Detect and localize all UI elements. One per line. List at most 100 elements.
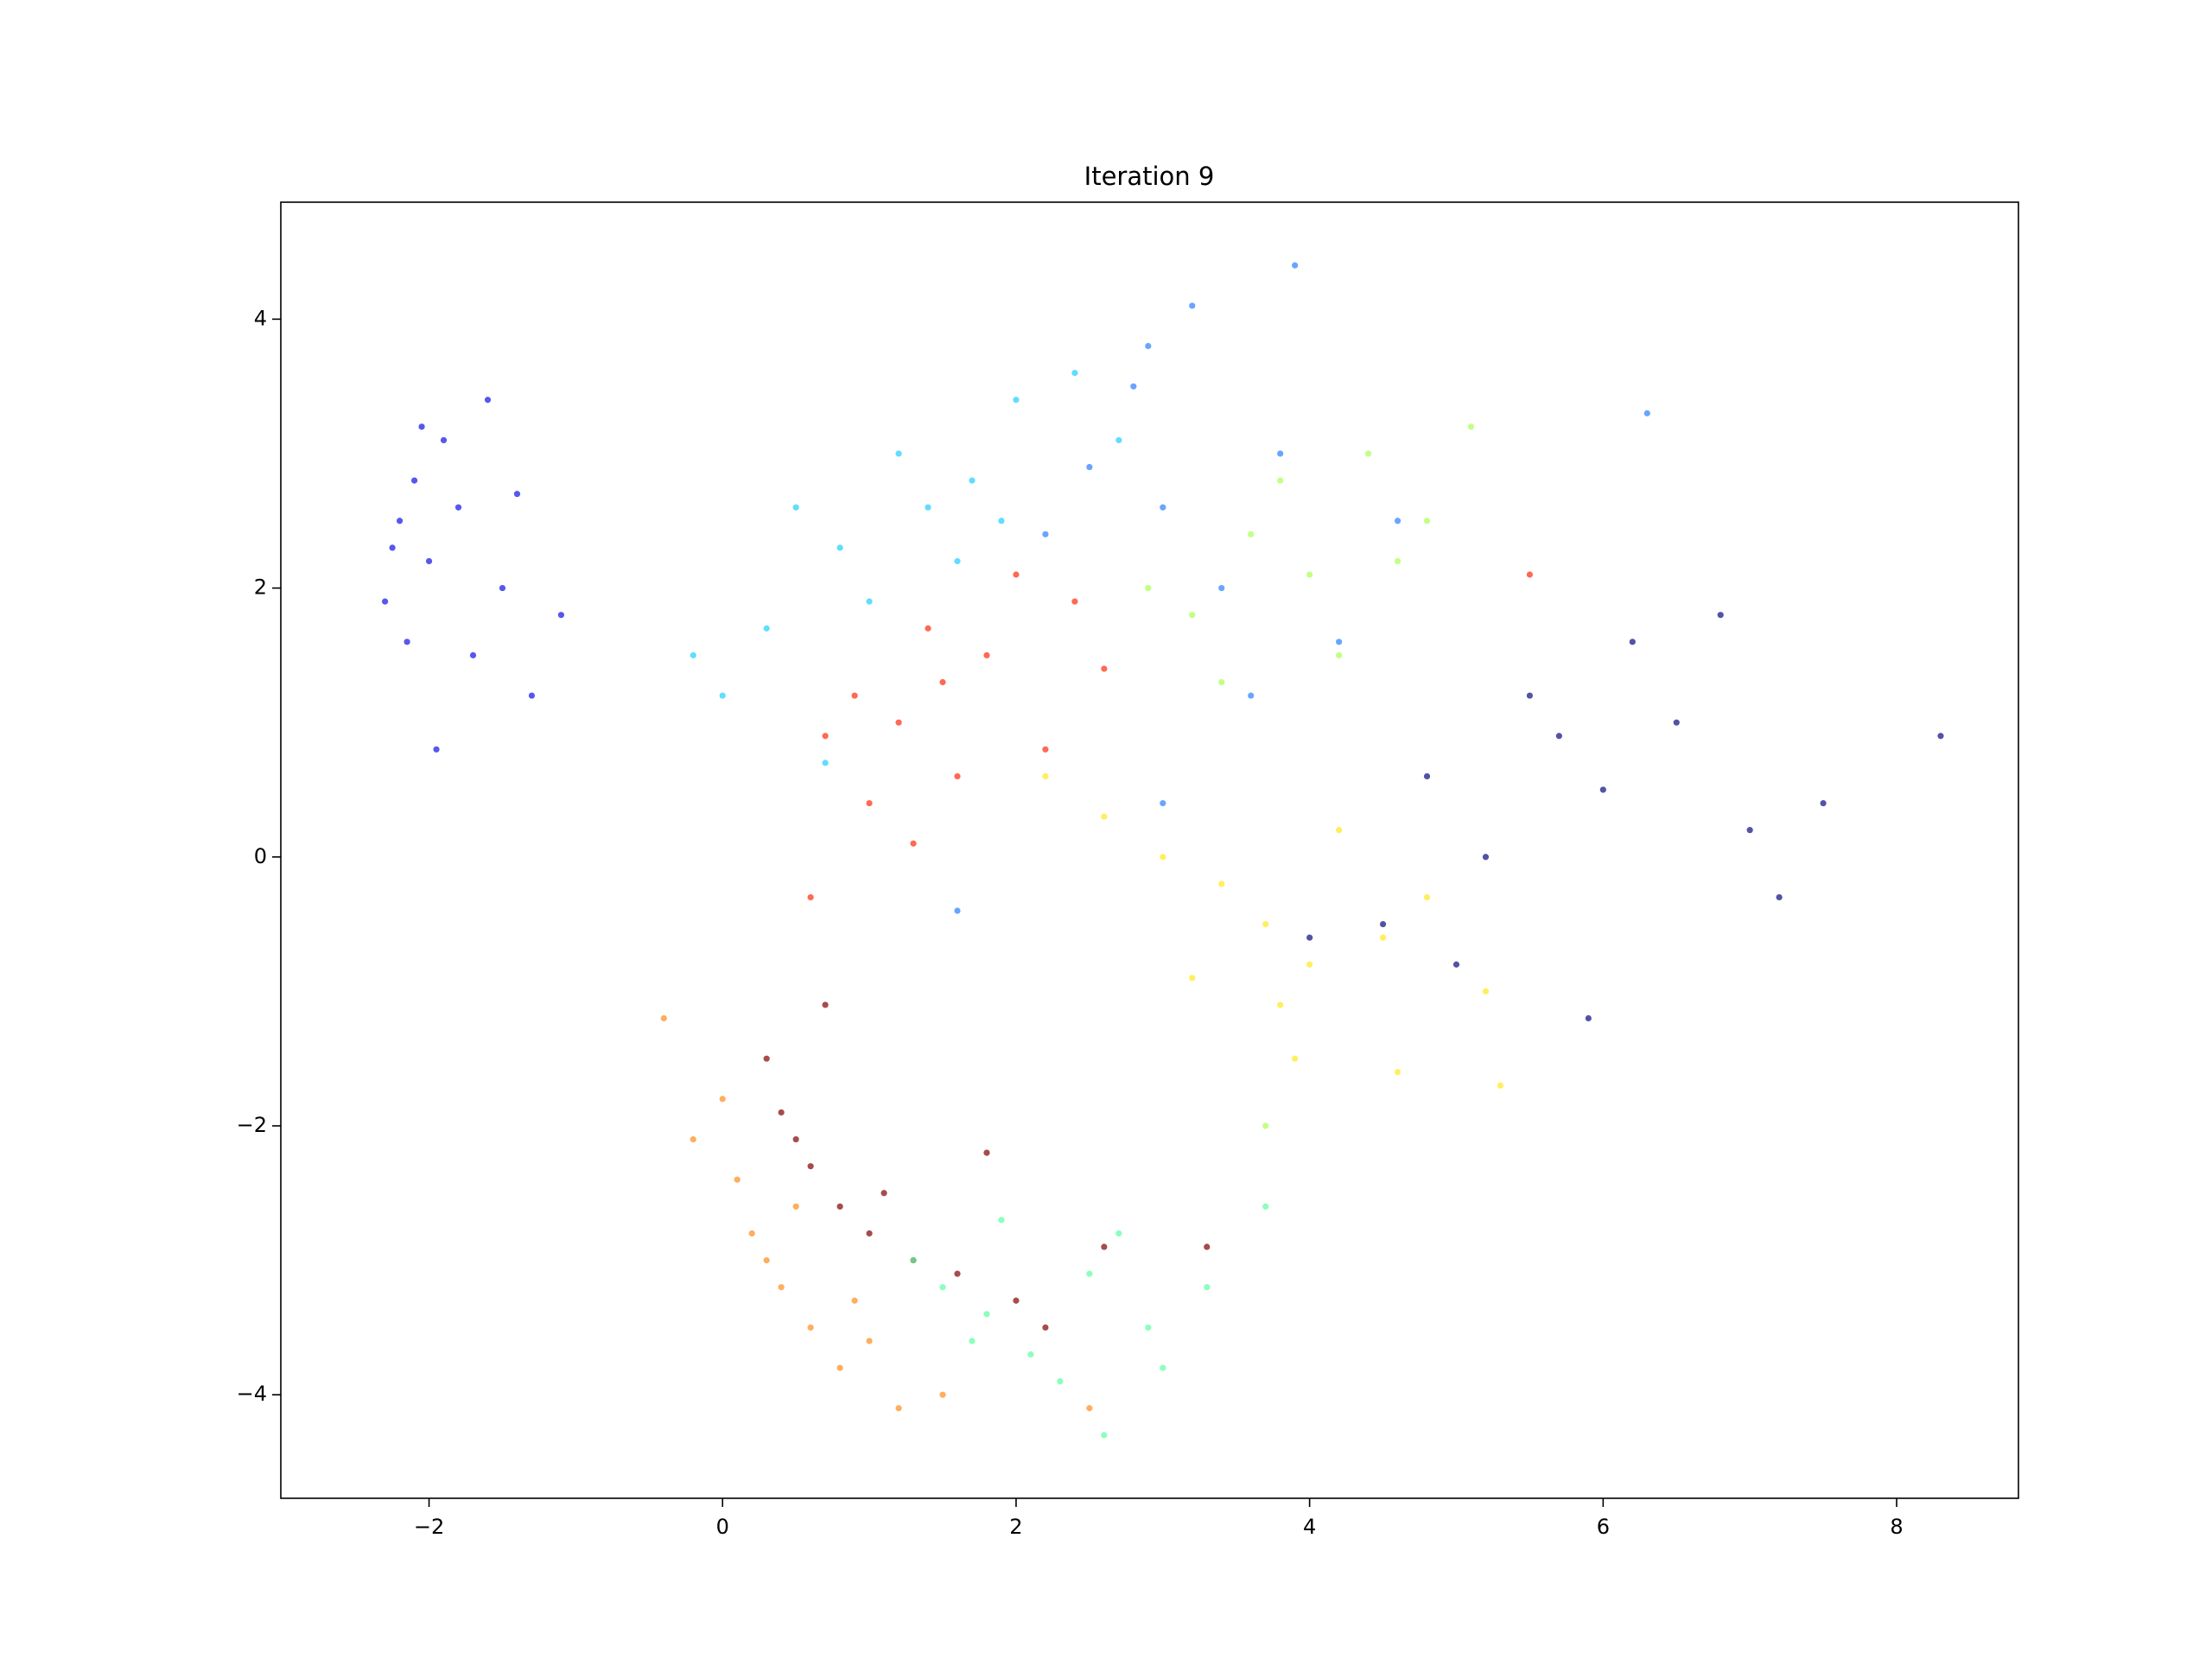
scatter-point	[1717, 612, 1724, 619]
scatter-point	[778, 1284, 785, 1291]
scatter-point	[1086, 1270, 1093, 1277]
scatter-point	[1423, 772, 1431, 780]
scatter-point	[1042, 531, 1049, 537]
scatter-point	[866, 1338, 873, 1344]
scatter-point	[998, 1217, 1005, 1224]
y-tick-label: 0	[254, 844, 267, 868]
scatter-point	[1013, 397, 1020, 404]
chart-title: Iteration 9	[1084, 162, 1215, 191]
scatter-point	[866, 1230, 873, 1237]
scatter-point	[1306, 571, 1313, 578]
scatter-point	[1218, 880, 1225, 887]
scatter-point	[1526, 571, 1534, 578]
scatter-point	[939, 1391, 946, 1398]
scatter-point	[1013, 1297, 1020, 1304]
scatter-point	[396, 518, 404, 524]
scatter-point	[954, 1270, 961, 1277]
scatter-point	[866, 799, 873, 807]
scatter-point	[513, 491, 521, 498]
x-tick-label: 6	[1597, 1515, 1610, 1539]
scatter-point	[954, 772, 961, 780]
scatter-point	[1497, 1082, 1504, 1089]
scatter-point	[1130, 383, 1137, 390]
scatter-point	[557, 612, 565, 619]
scatter-point	[1057, 1378, 1064, 1385]
scatter-point	[1042, 1324, 1049, 1331]
scatter-point	[792, 1135, 799, 1143]
scatter-point	[1555, 733, 1562, 740]
scatter-point	[763, 1055, 770, 1062]
scatter-point	[1394, 1069, 1402, 1076]
axes-frame	[280, 201, 2019, 1499]
scatter-point	[1189, 612, 1196, 619]
scatter-point	[1160, 504, 1166, 511]
scatter-point	[969, 477, 976, 484]
y-tick-label: −2	[237, 1113, 267, 1137]
scatter-point	[1101, 665, 1108, 672]
scatter-point	[763, 625, 770, 632]
scatter-point	[807, 1324, 814, 1331]
scatter-point	[1336, 652, 1343, 658]
scatter-point	[410, 477, 418, 484]
scatter-point	[954, 907, 961, 914]
x-tick-label: 8	[1890, 1515, 1903, 1539]
scatter-point	[1292, 262, 1299, 269]
scatter-point	[425, 557, 433, 565]
scatter-point	[836, 544, 843, 551]
scatter-point	[792, 1203, 799, 1210]
scatter-point	[1145, 1324, 1152, 1331]
scatter-point	[1262, 1203, 1269, 1210]
scatter-point	[836, 1364, 843, 1371]
scatter-point	[1218, 584, 1225, 592]
scatter-point	[690, 652, 696, 658]
scatter-point	[1292, 1055, 1299, 1062]
plot-points	[381, 262, 1944, 1439]
scatter-point	[910, 840, 917, 847]
scatter-point	[1189, 302, 1196, 309]
scatter-point	[1394, 557, 1402, 565]
scatter-point	[925, 504, 931, 511]
scatter-point	[1423, 893, 1431, 901]
scatter-point	[1086, 1405, 1093, 1412]
scatter-point	[433, 746, 440, 753]
scatter-point	[925, 625, 931, 632]
scatter-point	[866, 598, 873, 605]
scatter-point	[440, 436, 448, 444]
scatter-point	[1101, 1432, 1108, 1439]
scatter-point	[1526, 692, 1534, 699]
scatter-point	[1364, 450, 1372, 457]
scatter-point	[1160, 1364, 1166, 1371]
scatter-point	[1116, 1230, 1122, 1237]
scatter-point	[469, 652, 477, 658]
scatter-point	[748, 1230, 755, 1237]
scatter-point	[1071, 370, 1078, 377]
scatter-point	[1277, 450, 1284, 457]
scatter-point	[895, 450, 902, 457]
scatter-point	[1189, 975, 1196, 982]
y-tick-label: −4	[237, 1382, 267, 1406]
scatter-point	[690, 1135, 696, 1143]
scatter-point	[807, 1163, 814, 1170]
scatter-point	[1013, 571, 1020, 578]
scatter-point	[404, 639, 410, 645]
scatter-point	[895, 1405, 902, 1412]
scatter-point	[1277, 477, 1284, 484]
scatter-point	[1673, 719, 1680, 726]
scatter-point	[822, 733, 829, 740]
scatter-point	[763, 1256, 770, 1264]
scatter-point	[734, 1176, 741, 1183]
scatter-point	[1145, 342, 1152, 350]
scatter-point	[1452, 961, 1460, 968]
scatter-point	[1629, 639, 1636, 645]
scatter-point	[910, 1256, 917, 1264]
scatter-point	[998, 518, 1005, 524]
scatter-point	[660, 1014, 667, 1022]
scatter-point	[418, 423, 425, 430]
scatter-point	[983, 1311, 990, 1318]
scatter-point	[1086, 463, 1093, 471]
x-tick-label: −2	[414, 1515, 444, 1539]
scatter-point	[983, 1149, 990, 1156]
scatter-point	[1042, 772, 1049, 780]
scatter-point	[836, 1203, 843, 1210]
scatter-point	[1306, 961, 1313, 968]
